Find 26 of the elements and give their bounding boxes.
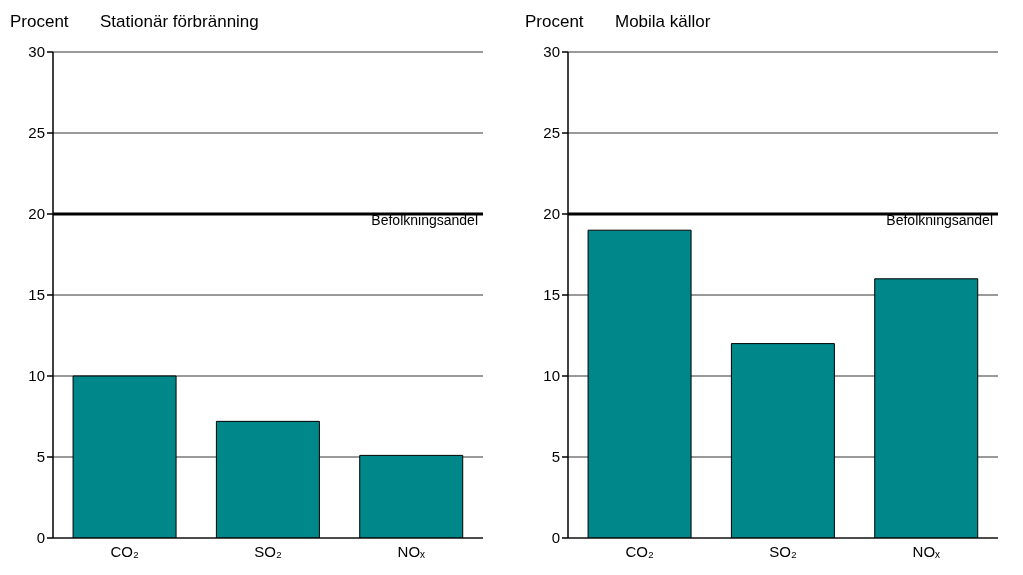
x-tick-label: SO₂ [254,542,282,560]
y-tick-label: 0 [36,529,45,547]
y-tick-label: 5 [36,448,45,466]
y-axis-title: Procent [525,12,584,32]
x-tick-label: NOₓ [912,542,941,560]
ref-line-label: Befolkningsandel [371,211,478,228]
chart-title: Stationär förbränning [100,12,259,32]
chart-title: Mobila källor [615,12,711,32]
y-tick-label: 20 [28,205,45,223]
y-tick-label: 20 [543,205,560,223]
x-tick-label: NOₓ [397,542,426,560]
ref-line-label: Befolkningsandel [886,211,993,228]
x-tick-label: SO₂ [769,542,797,560]
y-tick-label: 25 [543,124,560,142]
y-tick-label: 10 [28,367,45,385]
y-tick-label: 15 [28,286,45,304]
y-tick-label: 30 [28,43,45,61]
x-tick-label: CO₂ [110,542,139,560]
y-tick-label: 0 [551,529,560,547]
y-tick-label: 25 [28,124,45,142]
y-tick-label: 30 [543,43,560,61]
y-tick-label: 15 [543,286,560,304]
y-tick-label: 10 [543,367,560,385]
y-tick-label: 5 [551,448,560,466]
x-tick-label: CO₂ [625,542,654,560]
y-axis-title: Procent [10,12,69,32]
